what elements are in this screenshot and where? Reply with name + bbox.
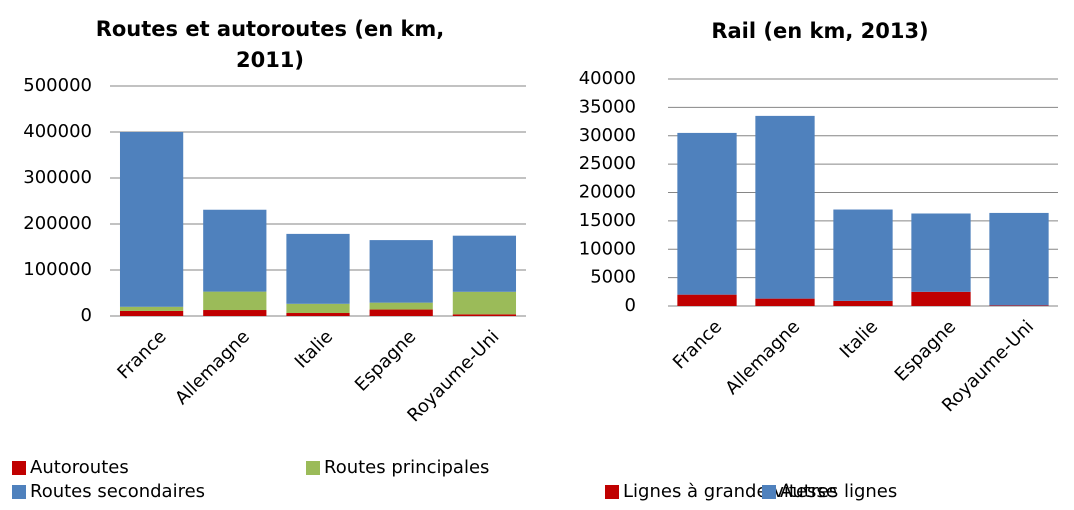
legend-swatch xyxy=(12,485,26,499)
bar-segment xyxy=(677,294,737,306)
bar-segment xyxy=(369,302,433,310)
x-tick-label: Espagne xyxy=(891,316,960,385)
legend-swatch xyxy=(306,461,320,475)
bar-segment xyxy=(286,313,350,316)
y-tick-label: 20000 xyxy=(579,182,636,203)
bar-segment xyxy=(833,209,893,301)
y-tick-label: 15000 xyxy=(579,210,636,231)
y-tick-label: 5000 xyxy=(590,267,636,288)
bar-segment xyxy=(989,305,1049,306)
x-tick-label: France xyxy=(113,326,170,383)
y-tick-label: 0 xyxy=(625,295,636,316)
bar-segment xyxy=(203,310,267,316)
y-tick-label: 25000 xyxy=(579,153,636,174)
bar-segment xyxy=(755,115,815,299)
bar-segment xyxy=(369,240,433,303)
bar-segment xyxy=(119,310,184,316)
chart-title: Rail (en km, 2013) xyxy=(711,19,929,43)
bar-segment xyxy=(452,235,517,292)
bar-segment xyxy=(755,298,815,306)
legend-swatch xyxy=(12,461,26,475)
y-tick-label: 0 xyxy=(81,305,92,326)
x-tick-label: Espagne xyxy=(351,326,420,395)
y-tick-label: 35000 xyxy=(579,96,636,117)
bar-segment xyxy=(119,306,184,311)
y-tick-label: 100000 xyxy=(23,259,92,280)
x-tick-label: Italie xyxy=(291,326,337,372)
bar-segment xyxy=(677,132,737,295)
legend-swatch xyxy=(605,485,619,499)
x-tick-label: Allemagne xyxy=(171,326,254,409)
legend-label: Autres lignes xyxy=(780,481,897,502)
bar-segment xyxy=(989,212,1049,306)
y-tick-label: 10000 xyxy=(579,238,636,259)
bar-segment xyxy=(911,291,971,306)
x-tick-label: Allemagne xyxy=(721,316,804,399)
y-tick-label: 400000 xyxy=(23,121,92,142)
bar-segment xyxy=(911,213,971,292)
y-tick-label: 30000 xyxy=(579,125,636,146)
y-tick-label: 500000 xyxy=(23,75,92,96)
y-tick-label: 40000 xyxy=(579,68,636,89)
bar-segment xyxy=(833,300,893,306)
bar-segment xyxy=(452,291,517,315)
bar-segment xyxy=(369,309,433,316)
bar-segment xyxy=(452,314,517,316)
x-tick-label: Italie xyxy=(836,316,882,362)
bar-segment xyxy=(286,303,350,314)
legend-label: Lignes à grande vitesse xyxy=(623,481,837,502)
chart-title: Routes et autoroutes (en km, 2011) xyxy=(95,17,445,72)
legend-label: Autoroutes xyxy=(30,457,129,478)
y-tick-label: 200000 xyxy=(23,213,92,234)
legend-swatch xyxy=(762,485,776,499)
legend-label: Routes principales xyxy=(324,457,489,478)
x-tick-label: France xyxy=(669,316,726,373)
bar-segment xyxy=(203,291,267,311)
bar-segment xyxy=(119,132,184,307)
legend-label: Routes secondaires xyxy=(30,481,205,502)
bar-segment xyxy=(203,209,267,292)
bar-segment xyxy=(286,233,350,304)
y-tick-label: 300000 xyxy=(23,167,92,188)
